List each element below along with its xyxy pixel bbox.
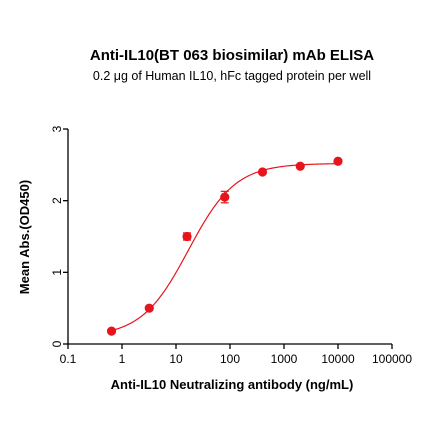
y-tick-label: 1 bbox=[50, 269, 64, 276]
chart-subtitle: 0.2 μg of Human IL10, hFc tagged protein… bbox=[93, 69, 371, 83]
data-point bbox=[257, 167, 268, 177]
x-tick-label: 10 bbox=[169, 352, 183, 366]
x-tick-label: 1000 bbox=[271, 352, 298, 366]
chart-title: Anti-IL10(BT 063 biosimilar) mAb ELISA bbox=[90, 47, 374, 64]
data-point bbox=[220, 192, 230, 202]
x-tick-label: 100 bbox=[220, 352, 240, 366]
data-point bbox=[182, 231, 192, 242]
data-point bbox=[295, 161, 305, 171]
data-points-layer bbox=[106, 156, 343, 336]
fit-curve-layer bbox=[111, 163, 339, 332]
x-tick-label: 100000 bbox=[372, 352, 412, 366]
y-tick-label: 2 bbox=[50, 197, 64, 204]
x-tick-label: 0.1 bbox=[60, 352, 77, 366]
data-point bbox=[106, 326, 117, 336]
y-tick-label: 0 bbox=[50, 340, 64, 347]
data-point bbox=[333, 156, 343, 166]
x-tick-label: 1 bbox=[119, 352, 126, 366]
y-tick-label: 3 bbox=[50, 125, 64, 132]
x-axis-label: Anti-IL10 Neutralizing antibody (ng/mL) bbox=[111, 377, 354, 392]
data-point bbox=[144, 303, 154, 313]
x-tick-label: 10000 bbox=[321, 352, 355, 366]
axes: 0 1 2 3 0.1 1 10 100 1000 10000 100000 bbox=[50, 125, 412, 366]
y-axis-label: Mean Abs.(OD450) bbox=[17, 180, 32, 294]
fit-curve bbox=[111, 163, 339, 332]
